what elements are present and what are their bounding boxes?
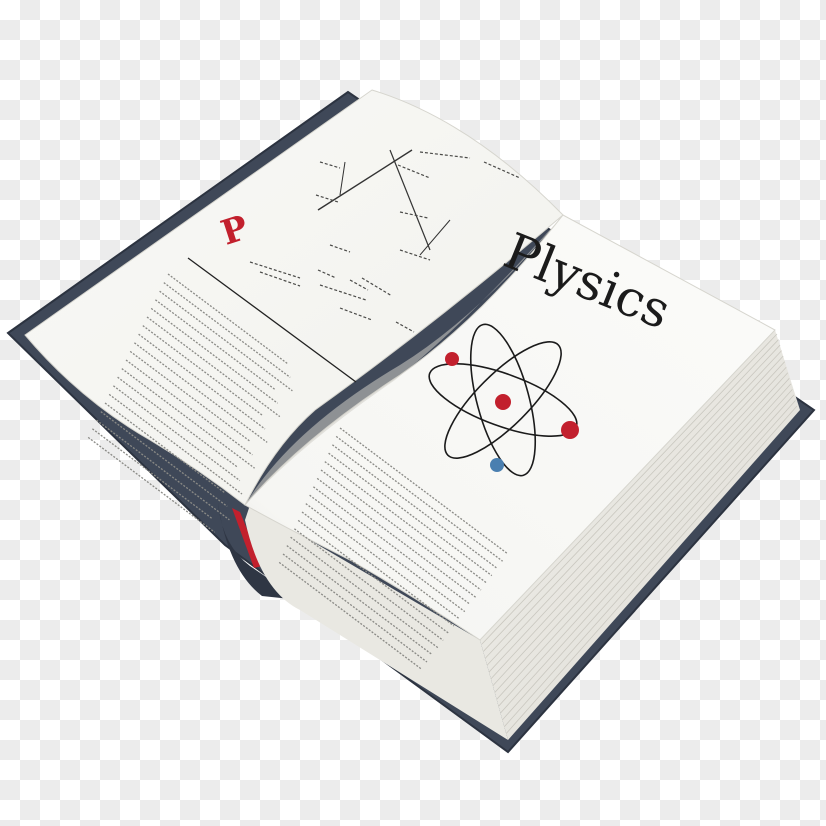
electron-red — [445, 352, 459, 366]
diagram-label — [483, 161, 521, 179]
text-line — [121, 368, 255, 469]
text-line — [96, 419, 230, 521]
text-line — [129, 350, 251, 442]
text-line — [142, 325, 264, 417]
text-line — [125, 359, 253, 456]
text-line — [108, 393, 243, 495]
diagram-label — [361, 277, 393, 297]
text-line — [117, 376, 238, 468]
page-edge-line — [496, 383, 792, 708]
page-edge-line — [502, 400, 796, 730]
text-line — [163, 282, 291, 378]
diagram-label — [319, 161, 341, 169]
text-line — [290, 536, 439, 649]
atom-nucleus — [495, 394, 511, 410]
left-page-rule — [187, 257, 357, 383]
page-edge-line — [481, 333, 778, 645]
atom-icon — [428, 323, 579, 477]
text-line — [159, 290, 293, 392]
text-line — [155, 299, 276, 391]
left-page — [24, 89, 564, 506]
text-line — [138, 333, 266, 430]
diagram-axis-line — [317, 149, 413, 211]
left-page-text-lines — [87, 273, 293, 533]
diagram-axis-line — [339, 161, 346, 196]
diagram-label — [259, 271, 301, 287]
book-spine — [218, 503, 300, 600]
diagram-axis-line — [389, 149, 431, 251]
text-line — [328, 452, 493, 577]
page-edge-line — [500, 394, 795, 723]
diagram-label — [315, 194, 339, 203]
diagram-label — [419, 151, 471, 159]
text-line — [150, 307, 278, 404]
text-line — [146, 316, 281, 418]
text-line — [309, 494, 466, 613]
page-edge-line — [503, 405, 798, 737]
text-line — [282, 553, 428, 663]
diagram-label — [397, 164, 431, 179]
electron-red — [561, 421, 579, 439]
diagram-labels — [249, 151, 521, 333]
diagram-label — [249, 261, 301, 279]
diagram-label — [349, 279, 369, 291]
text-line — [320, 469, 482, 591]
diagram-label — [339, 307, 373, 321]
diagram-label — [319, 284, 367, 301]
page-edge-line — [491, 366, 787, 687]
page-edge-lines — [481, 333, 798, 737]
text-line — [294, 528, 444, 641]
text-line — [324, 461, 487, 584]
page-edge-line — [493, 372, 789, 694]
page-edge-line — [488, 355, 784, 673]
text-line — [104, 402, 226, 494]
text-line — [167, 273, 289, 365]
text-line — [332, 444, 498, 569]
text-line — [286, 545, 433, 656]
diagram-label — [317, 269, 337, 279]
diagram-label — [395, 321, 415, 333]
page-edge-line — [485, 344, 781, 659]
left-page-content: P — [87, 149, 521, 533]
diagram-label — [399, 249, 431, 261]
diagram-label — [329, 244, 351, 253]
text-line — [305, 503, 460, 620]
page-edge-line — [486, 350, 782, 666]
text-line — [134, 342, 268, 443]
text-line — [313, 486, 471, 605]
page-edge-line — [495, 378, 790, 701]
text-line — [316, 477, 476, 598]
text-line — [335, 435, 503, 562]
text-line — [339, 427, 509, 555]
bottom-page-edges — [245, 505, 508, 740]
right-page-edges — [480, 330, 800, 740]
diagram-axis-line — [419, 219, 451, 256]
text-line — [113, 385, 241, 482]
page-edge-line — [498, 389, 793, 716]
page-edge-line — [483, 339, 779, 652]
electron-blue — [490, 458, 504, 472]
page-edge-line — [490, 361, 785, 680]
text-line — [301, 511, 455, 627]
text-line — [87, 436, 215, 533]
right-page-text-lines — [278, 427, 509, 670]
text-line — [100, 411, 228, 507]
text-line — [278, 561, 422, 670]
text-line — [92, 428, 213, 520]
